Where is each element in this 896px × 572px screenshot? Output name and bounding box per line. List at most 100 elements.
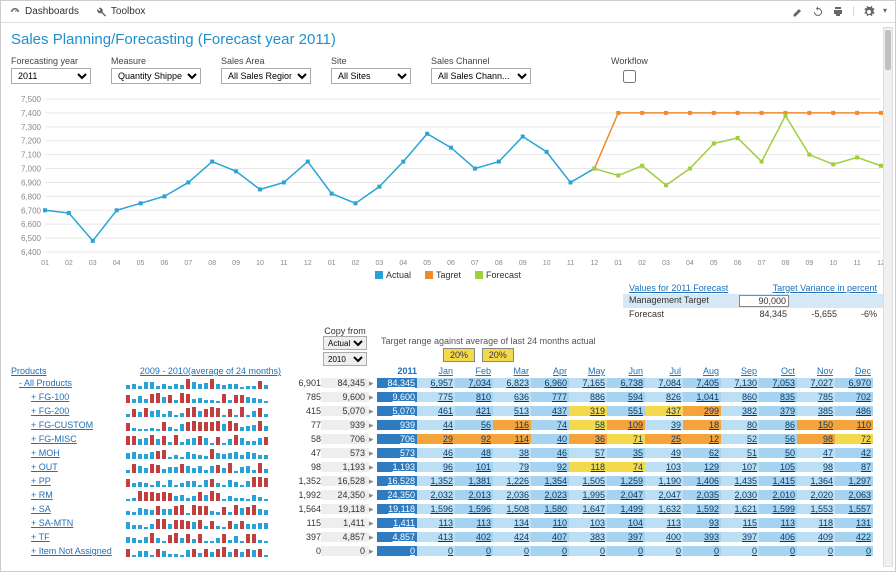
- month-cell[interactable]: 72: [835, 434, 873, 444]
- product-link[interactable]: + SA-MTN: [11, 518, 126, 528]
- col-spark[interactable]: 2009 - 2010(average of 24 months): [126, 366, 281, 376]
- col-month[interactable]: Feb: [455, 366, 493, 376]
- copy-arrow-icon[interactable]: ▸: [369, 406, 377, 417]
- month-cell[interactable]: 98: [797, 462, 835, 472]
- col-month[interactable]: Apr: [531, 366, 569, 376]
- month-cell[interactable]: 1,415: [759, 476, 797, 486]
- month-cell[interactable]: 486: [835, 406, 873, 416]
- product-link[interactable]: + FG-100: [11, 392, 126, 402]
- month-cell[interactable]: 109: [607, 420, 645, 430]
- col-month[interactable]: Sep: [721, 366, 759, 376]
- vertical-scrollbar[interactable]: [883, 27, 893, 567]
- product-link[interactable]: + OUT: [11, 462, 126, 472]
- month-cell[interactable]: 118: [569, 462, 607, 472]
- month-cell[interactable]: 1,226: [493, 476, 531, 486]
- month-cell[interactable]: 115: [721, 518, 759, 528]
- month-cell[interactable]: 0: [417, 546, 455, 556]
- month-cell[interactable]: 6,823: [493, 378, 531, 388]
- month-cell[interactable]: 1,364: [797, 476, 835, 486]
- month-cell[interactable]: 1,508: [493, 504, 531, 514]
- pct-up-button[interactable]: 20%: [482, 348, 514, 362]
- month-cell[interactable]: 6,957: [417, 378, 455, 388]
- month-cell[interactable]: 150: [797, 420, 835, 430]
- product-link[interactable]: + SA: [11, 504, 126, 514]
- month-cell[interactable]: 58: [569, 420, 607, 430]
- copy-arrow-icon[interactable]: ▸: [369, 532, 377, 543]
- refresh-icon[interactable]: [812, 6, 824, 18]
- copy-arrow-icon[interactable]: ▸: [369, 546, 377, 557]
- year-total[interactable]: 24,350: [377, 490, 417, 500]
- year-total[interactable]: 1,193: [377, 462, 417, 472]
- month-cell[interactable]: 0: [797, 546, 835, 556]
- copy-arrow-icon[interactable]: ▸: [369, 448, 377, 459]
- month-cell[interactable]: 47: [797, 448, 835, 458]
- col-month[interactable]: Jul: [645, 366, 683, 376]
- month-cell[interactable]: 6,738: [607, 378, 645, 388]
- col-month[interactable]: Nov: [797, 366, 835, 376]
- month-cell[interactable]: 29: [417, 434, 455, 444]
- month-cell[interactable]: 56: [759, 434, 797, 444]
- month-cell[interactable]: 826: [645, 392, 683, 402]
- product-link[interactable]: + FG-MISC: [11, 434, 126, 444]
- product-link[interactable]: + RM: [11, 490, 126, 500]
- month-cell[interactable]: 422: [835, 532, 873, 542]
- month-cell[interactable]: 74: [531, 420, 569, 430]
- month-cell[interactable]: 0: [835, 546, 873, 556]
- month-cell[interactable]: 319: [569, 406, 607, 416]
- year-total[interactable]: 16,528: [377, 476, 417, 486]
- workflow-checkbox[interactable]: [623, 70, 636, 83]
- month-cell[interactable]: 93: [683, 518, 721, 528]
- month-cell[interactable]: 1,557: [835, 504, 873, 514]
- month-cell[interactable]: 1,647: [569, 504, 607, 514]
- month-cell[interactable]: 1,995: [569, 490, 607, 500]
- scrollbar-thumb[interactable]: [885, 30, 891, 70]
- month-cell[interactable]: 1,632: [645, 504, 683, 514]
- month-cell[interactable]: 777: [531, 392, 569, 402]
- filter-measure[interactable]: Quantity Shippe...: [111, 68, 201, 84]
- month-cell[interactable]: 2,020: [797, 490, 835, 500]
- product-link[interactable]: + FG-200: [11, 406, 126, 416]
- month-cell[interactable]: 105: [759, 462, 797, 472]
- month-cell[interactable]: 39: [645, 420, 683, 430]
- month-cell[interactable]: 407: [531, 532, 569, 542]
- nav-dashboards[interactable]: Dashboards: [9, 6, 79, 18]
- month-cell[interactable]: 382: [721, 406, 759, 416]
- month-cell[interactable]: 886: [569, 392, 607, 402]
- nav-toolbox[interactable]: Toolbox: [95, 6, 145, 18]
- month-cell[interactable]: 1,596: [417, 504, 455, 514]
- product-link[interactable]: + MOH: [11, 448, 126, 458]
- month-cell[interactable]: 702: [835, 392, 873, 402]
- year-total[interactable]: 4,857: [377, 532, 417, 542]
- month-cell[interactable]: 2,047: [607, 490, 645, 500]
- month-cell[interactable]: 52: [721, 434, 759, 444]
- month-cell[interactable]: 18: [683, 420, 721, 430]
- month-cell[interactable]: 46: [417, 448, 455, 458]
- product-link[interactable]: + TF: [11, 532, 126, 542]
- month-cell[interactable]: 406: [759, 532, 797, 542]
- month-cell[interactable]: 6,970: [835, 378, 873, 388]
- month-cell[interactable]: 114: [493, 434, 531, 444]
- year-total[interactable]: 9,600: [377, 392, 417, 402]
- month-cell[interactable]: 860: [721, 392, 759, 402]
- month-cell[interactable]: 57: [569, 448, 607, 458]
- month-cell[interactable]: 129: [683, 462, 721, 472]
- month-cell[interactable]: 103: [569, 518, 607, 528]
- year-total[interactable]: 5,070: [377, 406, 417, 416]
- month-cell[interactable]: 424: [493, 532, 531, 542]
- month-cell[interactable]: 409: [797, 532, 835, 542]
- col-products[interactable]: Products: [11, 366, 126, 376]
- month-cell[interactable]: 402: [455, 532, 493, 542]
- month-cell[interactable]: 400: [645, 532, 683, 542]
- product-link[interactable]: + FG-CUSTOM: [11, 420, 126, 430]
- year-total[interactable]: 1,411: [377, 518, 417, 528]
- month-cell[interactable]: 51: [721, 448, 759, 458]
- month-cell[interactable]: 385: [797, 406, 835, 416]
- month-cell[interactable]: 80: [721, 420, 759, 430]
- product-link[interactable]: + PP: [11, 476, 126, 486]
- month-cell[interactable]: 594: [607, 392, 645, 402]
- month-cell[interactable]: 71: [607, 434, 645, 444]
- month-cell[interactable]: 110: [531, 518, 569, 528]
- month-cell[interactable]: 56: [455, 420, 493, 430]
- month-cell[interactable]: 2,063: [835, 490, 873, 500]
- month-cell[interactable]: 7,405: [683, 378, 721, 388]
